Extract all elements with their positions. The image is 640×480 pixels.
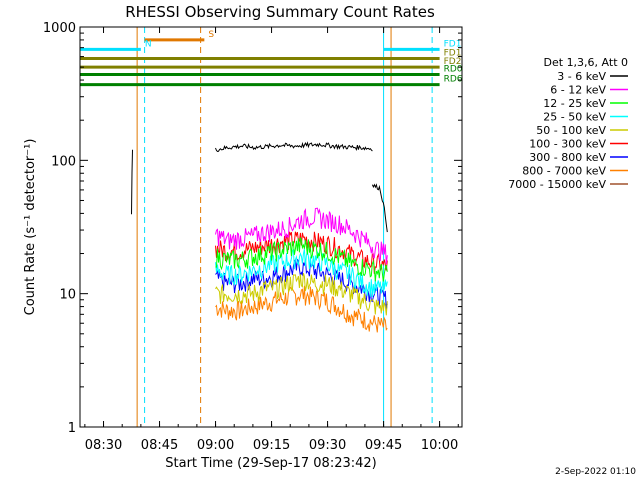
flag-label-5: RD0 [444,65,463,75]
series-300-800-kev [215,258,388,310]
legend-label-8: 7000 - 15000 keV [508,178,606,191]
series-800-7000-kev [215,285,388,333]
series-traces [131,141,388,333]
legend-title: Det 1,3,6, Att 0 [544,56,628,69]
series-6-12-kev [215,207,388,265]
y-tick-label-0: 1 [68,421,76,436]
series-3-6-kev-seg-1 [215,141,373,153]
x-tick-label-5: 09:45 [365,438,402,453]
x-axis-label: Start Time (29-Sep-17 08:23:42) [165,456,376,471]
timestamp: 2-Sep-2022 01:10 [555,467,636,477]
y-tick-label-1: 10 [59,288,76,303]
x-tick-label-0: 08:30 [85,438,122,453]
legend-label-6: 300 - 800 keV [529,151,606,164]
y-axis-label: Count Rate (s⁻¹ detector⁻¹) [23,139,38,316]
x-tick-label-1: 08:45 [141,438,178,453]
x-tick-label-6: 10:00 [421,438,458,453]
flag-label-6: RD6 [444,75,463,85]
y-tick-label-2: 100 [51,154,76,169]
series-25-50-kev [215,248,388,298]
series-100-300-kev [215,231,388,274]
legend-label-2: 12 - 25 keV [543,97,606,110]
series-3-6-kev-seg-0 [131,149,133,215]
series-12-25-kev [215,237,388,282]
flag-label-3: FD1 [444,49,462,59]
legend-label-7: 800 - 7000 keV [522,165,606,178]
flag-label-1: N [145,39,152,49]
x-tick-label-3: 09:15 [253,438,290,453]
x-tick-label-2: 09:00 [197,438,234,453]
legend-label-1: 6 - 12 keV [550,84,606,97]
legend-label-3: 25 - 50 keV [543,111,606,124]
legend-label-0: 3 - 6 keV [557,70,606,83]
flag-label-4: FD2 [444,57,462,67]
flag-label-2: FD1 [444,39,462,49]
flag-label-0: S [208,30,214,40]
series-50-100-kev [215,272,388,316]
y-tick-label-3: 1000 [43,21,76,36]
legend-label-4: 50 - 100 keV [536,124,606,137]
axis-ticks: 08:30 08:45 09:00 09:15 09:30 09:45 10:00 1 10 10… [43,21,462,453]
x-tick-label-4: 09:30 [309,438,346,453]
legend-label-5: 100 - 300 keV [529,138,606,151]
plot-frame [79,26,463,428]
chart-title: RHESSI Observing Summary Count Rates [125,3,435,21]
series-3-6-kev-seg-2 [371,183,388,233]
